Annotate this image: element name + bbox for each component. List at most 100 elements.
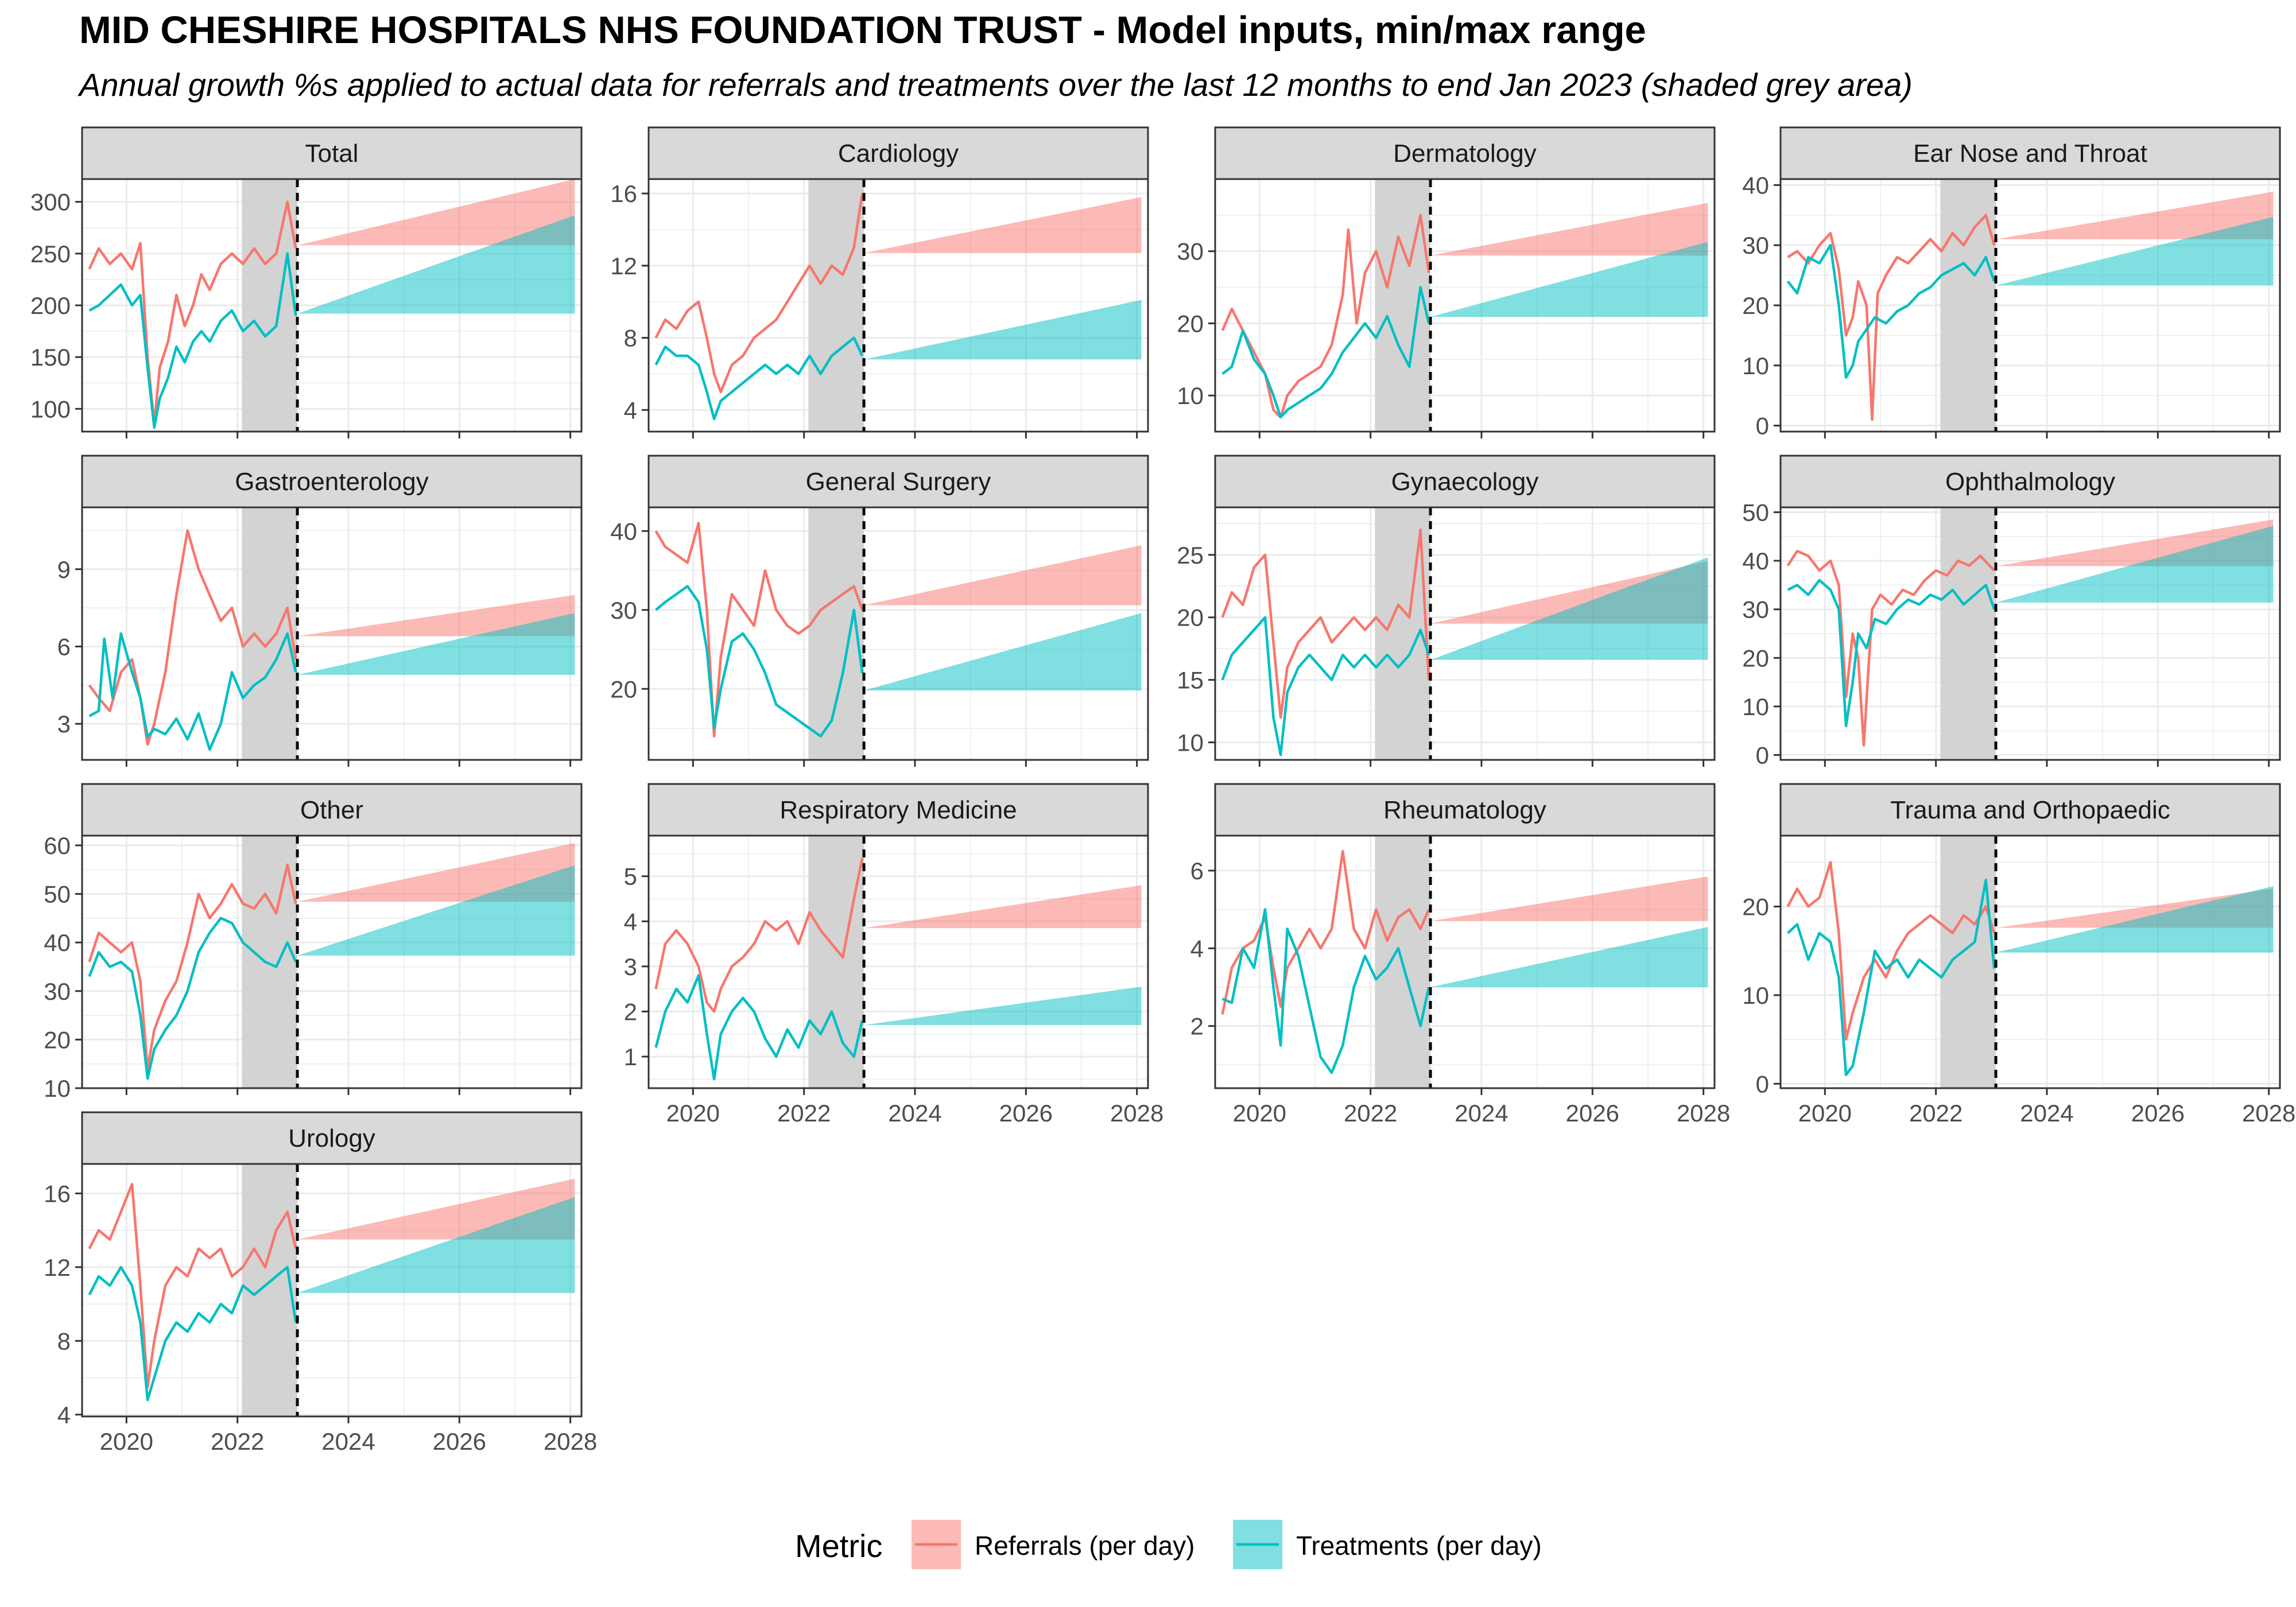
y-tick-label: 6 [1190, 857, 1204, 884]
facet-label: Respiratory Medicine [779, 796, 1017, 824]
y-tick-label: 30 [610, 597, 637, 624]
legend-title: Metric [795, 1528, 882, 1564]
treatments-line [655, 585, 864, 738]
facet-strip [647, 783, 1149, 837]
facet-strip [1214, 455, 1716, 509]
panel-border [81, 506, 583, 761]
treatments-line [1221, 616, 1430, 756]
x-tick-label: 2022 [777, 1100, 831, 1127]
facet-label: Urology [288, 1124, 375, 1152]
referrals-line [654, 193, 864, 394]
y-tick-label: 3 [624, 953, 637, 980]
y-tick-label: 1 [624, 1043, 637, 1070]
legend: Metric Referrals (per day) Treatments (per… [795, 1520, 1542, 1569]
treatments-line [88, 917, 297, 1080]
x-tick-label: 2028 [2242, 1100, 2295, 1127]
facet-strip [1214, 783, 1716, 837]
facet-strip [1779, 783, 2281, 837]
y-tick-label: 40 [1742, 548, 1769, 575]
facet-strip [81, 1111, 583, 1165]
treatments-growth-band [1430, 927, 1708, 987]
y-tick-label: 100 [30, 395, 71, 422]
y-tick-label: 40 [44, 929, 71, 956]
x-tick-label: 2028 [544, 1428, 597, 1455]
y-tick-label: 0 [1756, 1070, 1769, 1097]
y-tick-label: 10 [1177, 729, 1204, 756]
referrals-growth-band [1996, 192, 2274, 239]
y-tick-label: 4 [624, 908, 637, 935]
y-tick-label: 0 [1756, 413, 1769, 440]
referrals-line [1786, 861, 1996, 1041]
y-tick-label: 9 [57, 556, 71, 583]
y-tick-label: 20 [1177, 310, 1204, 337]
referrals-growth-band [864, 197, 1142, 253]
referrals-growth-band [864, 545, 1142, 605]
x-tick-label: 2026 [2131, 1100, 2185, 1127]
panel-border [81, 834, 583, 1089]
y-tick-label: 16 [44, 1180, 71, 1207]
treatments-growth-band [864, 613, 1142, 690]
y-tick-label: 20 [1177, 604, 1204, 631]
treatments-line [654, 974, 864, 1081]
y-tick-label: 150 [30, 344, 71, 371]
referrals-line [654, 522, 864, 738]
panel-border [1214, 178, 1716, 433]
treatments-growth-band [1430, 557, 1708, 660]
referrals-line [88, 200, 297, 426]
y-tick-label: 300 [30, 189, 71, 216]
referrals-line [654, 857, 864, 1013]
y-tick-label: 20 [1742, 894, 1769, 921]
treatments-line [654, 336, 864, 421]
treatments-growth-band [1996, 217, 2274, 286]
plot-area [649, 507, 1148, 760]
treatments-growth-band [864, 300, 1142, 360]
panel-border [1214, 834, 1716, 1089]
x-tick-label: 2028 [1110, 1100, 1163, 1127]
y-tick-label: 10 [1742, 352, 1769, 379]
y-tick-label: 20 [610, 676, 637, 702]
panel-border [1779, 506, 2281, 761]
y-tick-label: 200 [30, 292, 71, 319]
x-tick-label: 2022 [211, 1428, 264, 1455]
y-tick-label: 30 [1177, 238, 1204, 265]
panel-gynaecology: Gynaecology 10 15 20 25 [1177, 455, 1716, 767]
x-tick-label: 2024 [1455, 1100, 1508, 1127]
y-tick-label: 12 [44, 1254, 71, 1281]
facet-label: Trauma and Orthopaedic [1890, 796, 2170, 824]
treatments-line [1786, 243, 1996, 379]
panel-border [81, 1163, 583, 1418]
y-tick-label: 40 [1742, 172, 1769, 199]
facet-label: Dermatology [1393, 139, 1536, 168]
treatments-line [1221, 286, 1430, 419]
panel-ophthalmology: Ophthalmology 0 10 20 30 40 50 [1742, 455, 2281, 769]
treatments-line [1787, 878, 1996, 1077]
treatments-line [88, 1266, 297, 1402]
y-tick-label: 0 [1756, 742, 1769, 769]
y-tick-label: 10 [1742, 693, 1769, 720]
baseline-period-shade [808, 507, 864, 760]
y-tick-label: 50 [1742, 499, 1769, 526]
facet-label: Other [300, 796, 363, 824]
y-tick-label: 15 [1177, 667, 1204, 694]
plot-area [649, 836, 1148, 1088]
referrals-line [1221, 214, 1430, 419]
y-tick-label: 20 [1742, 292, 1769, 319]
y-tick-label: 30 [44, 978, 71, 1005]
x-tick-label: 2020 [666, 1100, 720, 1127]
page-subtitle: Annual growth %s applied to actual data … [79, 67, 1913, 103]
treatments-line [1221, 908, 1430, 1074]
baseline-period-shade [242, 1164, 298, 1416]
y-tick-label: 4 [624, 397, 637, 424]
referrals-line [88, 1183, 297, 1388]
facet-label: Rheumatology [1383, 796, 1546, 824]
panel-border [1779, 834, 2281, 1089]
treatments-line [88, 252, 297, 429]
y-tick-label: 2 [624, 998, 637, 1025]
legend-label: Treatments (per day) [1296, 1531, 1542, 1561]
referrals-line [88, 529, 297, 746]
y-tick-label: 8 [624, 325, 637, 352]
treatments-line [1787, 579, 1996, 728]
panel-dermatology: Dermatology 10 20 30 [1177, 126, 1716, 438]
